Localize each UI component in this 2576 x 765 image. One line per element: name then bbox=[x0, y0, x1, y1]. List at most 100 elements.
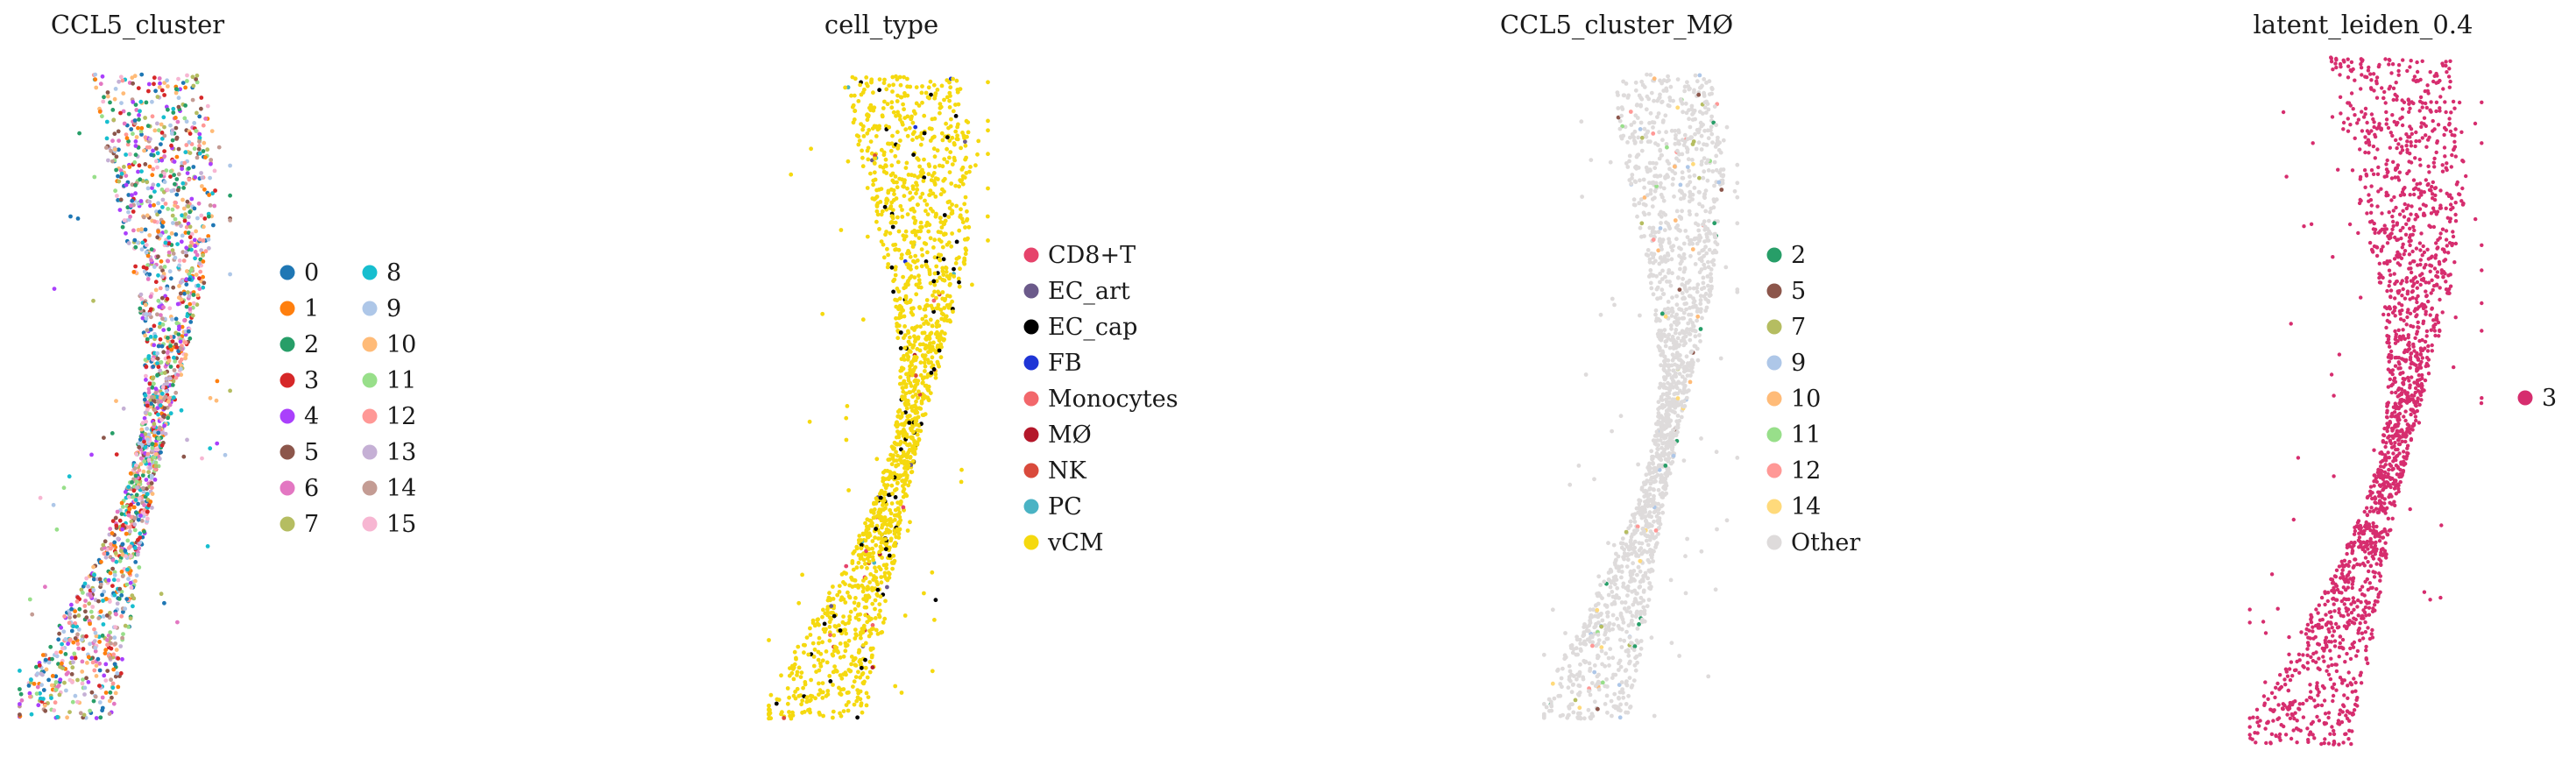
data-point bbox=[177, 263, 182, 268]
data-point bbox=[1666, 270, 1671, 275]
data-point bbox=[153, 287, 159, 293]
data-point bbox=[878, 608, 882, 613]
data-point bbox=[143, 393, 148, 398]
data-point bbox=[800, 698, 805, 703]
data-point bbox=[1558, 713, 1563, 719]
data-point bbox=[884, 198, 888, 203]
data-point bbox=[767, 707, 771, 712]
data-point bbox=[922, 360, 927, 365]
data-point bbox=[837, 623, 841, 628]
data-point bbox=[80, 669, 85, 674]
data-point bbox=[820, 658, 825, 663]
data-point bbox=[832, 644, 838, 649]
data-point bbox=[102, 673, 107, 678]
data-point bbox=[949, 117, 953, 122]
data-point bbox=[141, 489, 146, 494]
data-point bbox=[132, 159, 138, 165]
data-point bbox=[173, 390, 179, 395]
data-point bbox=[1666, 300, 1671, 304]
data-point bbox=[1624, 629, 1629, 634]
data-point bbox=[102, 436, 106, 440]
data-point bbox=[98, 715, 103, 720]
data-point bbox=[1712, 159, 1717, 165]
data-point bbox=[1666, 306, 1671, 311]
data-point bbox=[145, 124, 151, 129]
data-point bbox=[945, 159, 950, 165]
data-point bbox=[856, 560, 861, 565]
legend-marker bbox=[1023, 427, 1039, 443]
data-point bbox=[73, 693, 78, 698]
data-point bbox=[148, 499, 153, 504]
data-point bbox=[1682, 132, 1688, 138]
data-point bbox=[804, 635, 810, 640]
data-point bbox=[933, 195, 938, 199]
data-point bbox=[929, 178, 934, 183]
data-point bbox=[68, 214, 73, 219]
data-point bbox=[117, 147, 121, 152]
data-point bbox=[66, 641, 70, 647]
data-point bbox=[791, 676, 796, 682]
legend-label: 12 bbox=[386, 403, 416, 430]
data-point bbox=[910, 138, 915, 143]
data-point bbox=[108, 630, 113, 634]
data-point bbox=[908, 254, 913, 259]
data-point bbox=[1621, 79, 1625, 84]
data-point bbox=[1546, 697, 1552, 702]
data-point bbox=[181, 259, 187, 263]
data-point bbox=[1616, 106, 1621, 110]
data-point bbox=[28, 694, 32, 699]
data-point bbox=[918, 195, 924, 200]
data-point bbox=[920, 252, 925, 258]
data-point bbox=[874, 501, 879, 506]
data-point bbox=[155, 351, 160, 356]
data-point bbox=[129, 554, 133, 558]
data-point bbox=[945, 200, 951, 205]
data-point bbox=[133, 560, 138, 564]
data-point bbox=[1695, 282, 1701, 287]
data-point bbox=[878, 510, 883, 514]
data-point bbox=[809, 146, 813, 152]
data-point bbox=[1683, 101, 1688, 106]
data-point bbox=[1645, 193, 1650, 198]
data-point bbox=[816, 657, 821, 662]
data-point bbox=[861, 134, 867, 138]
data-point bbox=[168, 411, 173, 416]
data-point bbox=[1560, 666, 1565, 671]
data-point bbox=[137, 496, 142, 501]
legend-marker bbox=[280, 516, 295, 532]
data-point bbox=[1677, 141, 1681, 146]
data-point bbox=[1600, 680, 1605, 685]
data-point bbox=[1598, 312, 1603, 317]
data-point bbox=[1638, 103, 1643, 108]
data-point bbox=[1600, 662, 1604, 667]
data-point bbox=[899, 459, 904, 464]
data-point bbox=[886, 190, 891, 195]
data-point bbox=[153, 391, 159, 395]
data-point bbox=[169, 131, 174, 136]
data-point bbox=[891, 289, 895, 294]
data-point bbox=[820, 696, 825, 700]
data-point bbox=[960, 165, 966, 170]
data-point bbox=[175, 119, 180, 124]
data-point bbox=[66, 670, 70, 676]
data-point bbox=[963, 246, 968, 251]
data-point bbox=[177, 284, 181, 288]
data-point bbox=[195, 293, 201, 298]
data-point bbox=[143, 333, 148, 338]
data-point bbox=[100, 695, 105, 700]
data-point bbox=[145, 336, 150, 342]
data-point bbox=[855, 613, 860, 617]
data-point bbox=[963, 251, 968, 257]
data-point bbox=[145, 145, 150, 150]
data-point bbox=[1652, 120, 1657, 125]
data-point bbox=[860, 90, 866, 95]
data-point bbox=[877, 549, 882, 555]
data-point bbox=[124, 182, 129, 188]
data-point bbox=[43, 708, 48, 713]
data-point bbox=[58, 664, 62, 669]
data-point bbox=[905, 443, 909, 447]
data-point bbox=[152, 478, 158, 482]
data-point bbox=[815, 618, 820, 622]
data-point bbox=[1652, 188, 1658, 194]
data-point bbox=[787, 695, 791, 700]
